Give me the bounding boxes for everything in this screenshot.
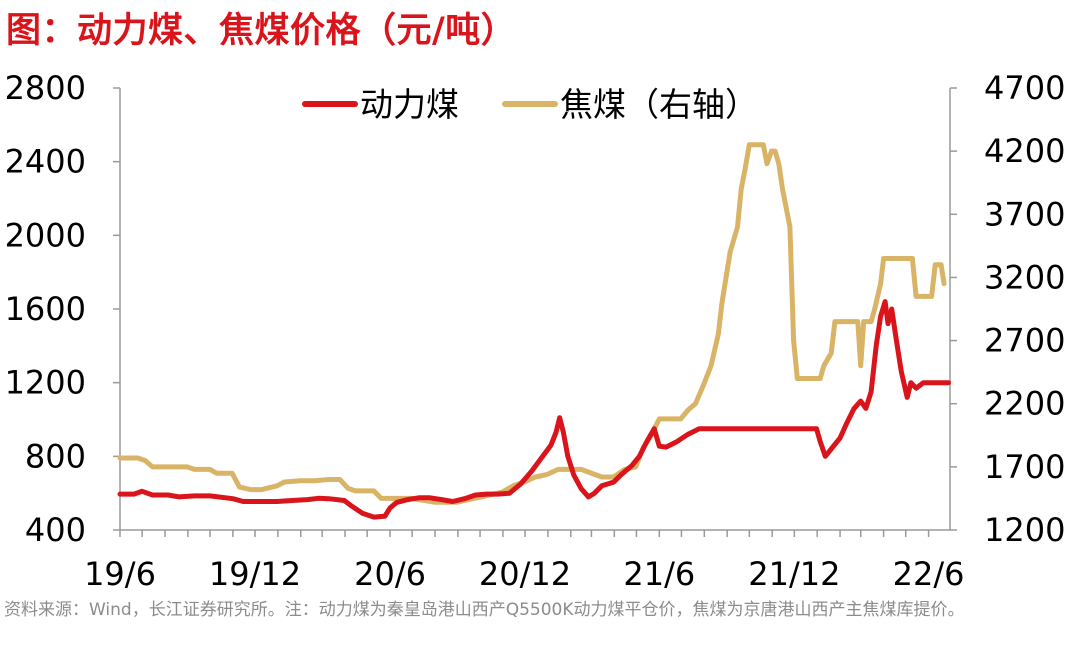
- x-tick-label: 21/12: [748, 555, 840, 593]
- left-tick-label: 1200: [5, 364, 86, 402]
- series-lines: [117, 142, 951, 520]
- thermal-coal-line: [117, 299, 951, 520]
- right-tick-label: 2200: [984, 385, 1065, 423]
- legend-label-thermal: 动力煤: [360, 85, 459, 124]
- source-note: 资料来源：Wind，长江证券研究所。注：动力煤为秦皇岛港山西产Q5500K动力煤…: [4, 600, 965, 620]
- left-tick-label: 2400: [5, 143, 86, 181]
- right-tick-label: 2700: [984, 322, 1065, 360]
- left-tick-label: 2800: [5, 69, 86, 107]
- legend: 动力煤 焦煤（右轴）: [302, 85, 758, 124]
- left-tick-label: 400: [25, 511, 86, 549]
- left-tick-label: 2000: [5, 216, 86, 254]
- right-tick-label: 4700: [984, 69, 1065, 107]
- right-tick-label: 3200: [984, 258, 1065, 296]
- x-tick-label: 22/6: [893, 555, 965, 593]
- dual-axis-line-chart: 400 800 1200 1600 2000 2400 2800 1200 1700 2200 27…: [5, 69, 1066, 593]
- x-tick-label: 19/12: [209, 555, 301, 593]
- chart-title: 图：动力煤、焦煤价格（元/吨）: [6, 11, 517, 51]
- x-tick-label: 20/6: [354, 555, 426, 593]
- left-tick-label: 800: [25, 437, 86, 475]
- right-tick-label: 1200: [984, 511, 1065, 549]
- x-tick-label: 21/6: [623, 555, 695, 593]
- left-tick-label: 1600: [5, 290, 86, 328]
- right-tick-label: 1700: [984, 448, 1065, 486]
- right-tick-label: 4200: [984, 132, 1065, 170]
- legend-label-coking: 焦煤（右轴）: [560, 85, 758, 124]
- x-tick-label: 19/6: [84, 555, 156, 593]
- tick-labels: 400 800 1200 1600 2000 2400 2800 1200 1700 2200 27…: [5, 69, 1066, 593]
- x-tick-label: 20/12: [479, 555, 571, 593]
- right-tick-label: 3700: [984, 195, 1065, 233]
- tick-marks: [113, 87, 957, 537]
